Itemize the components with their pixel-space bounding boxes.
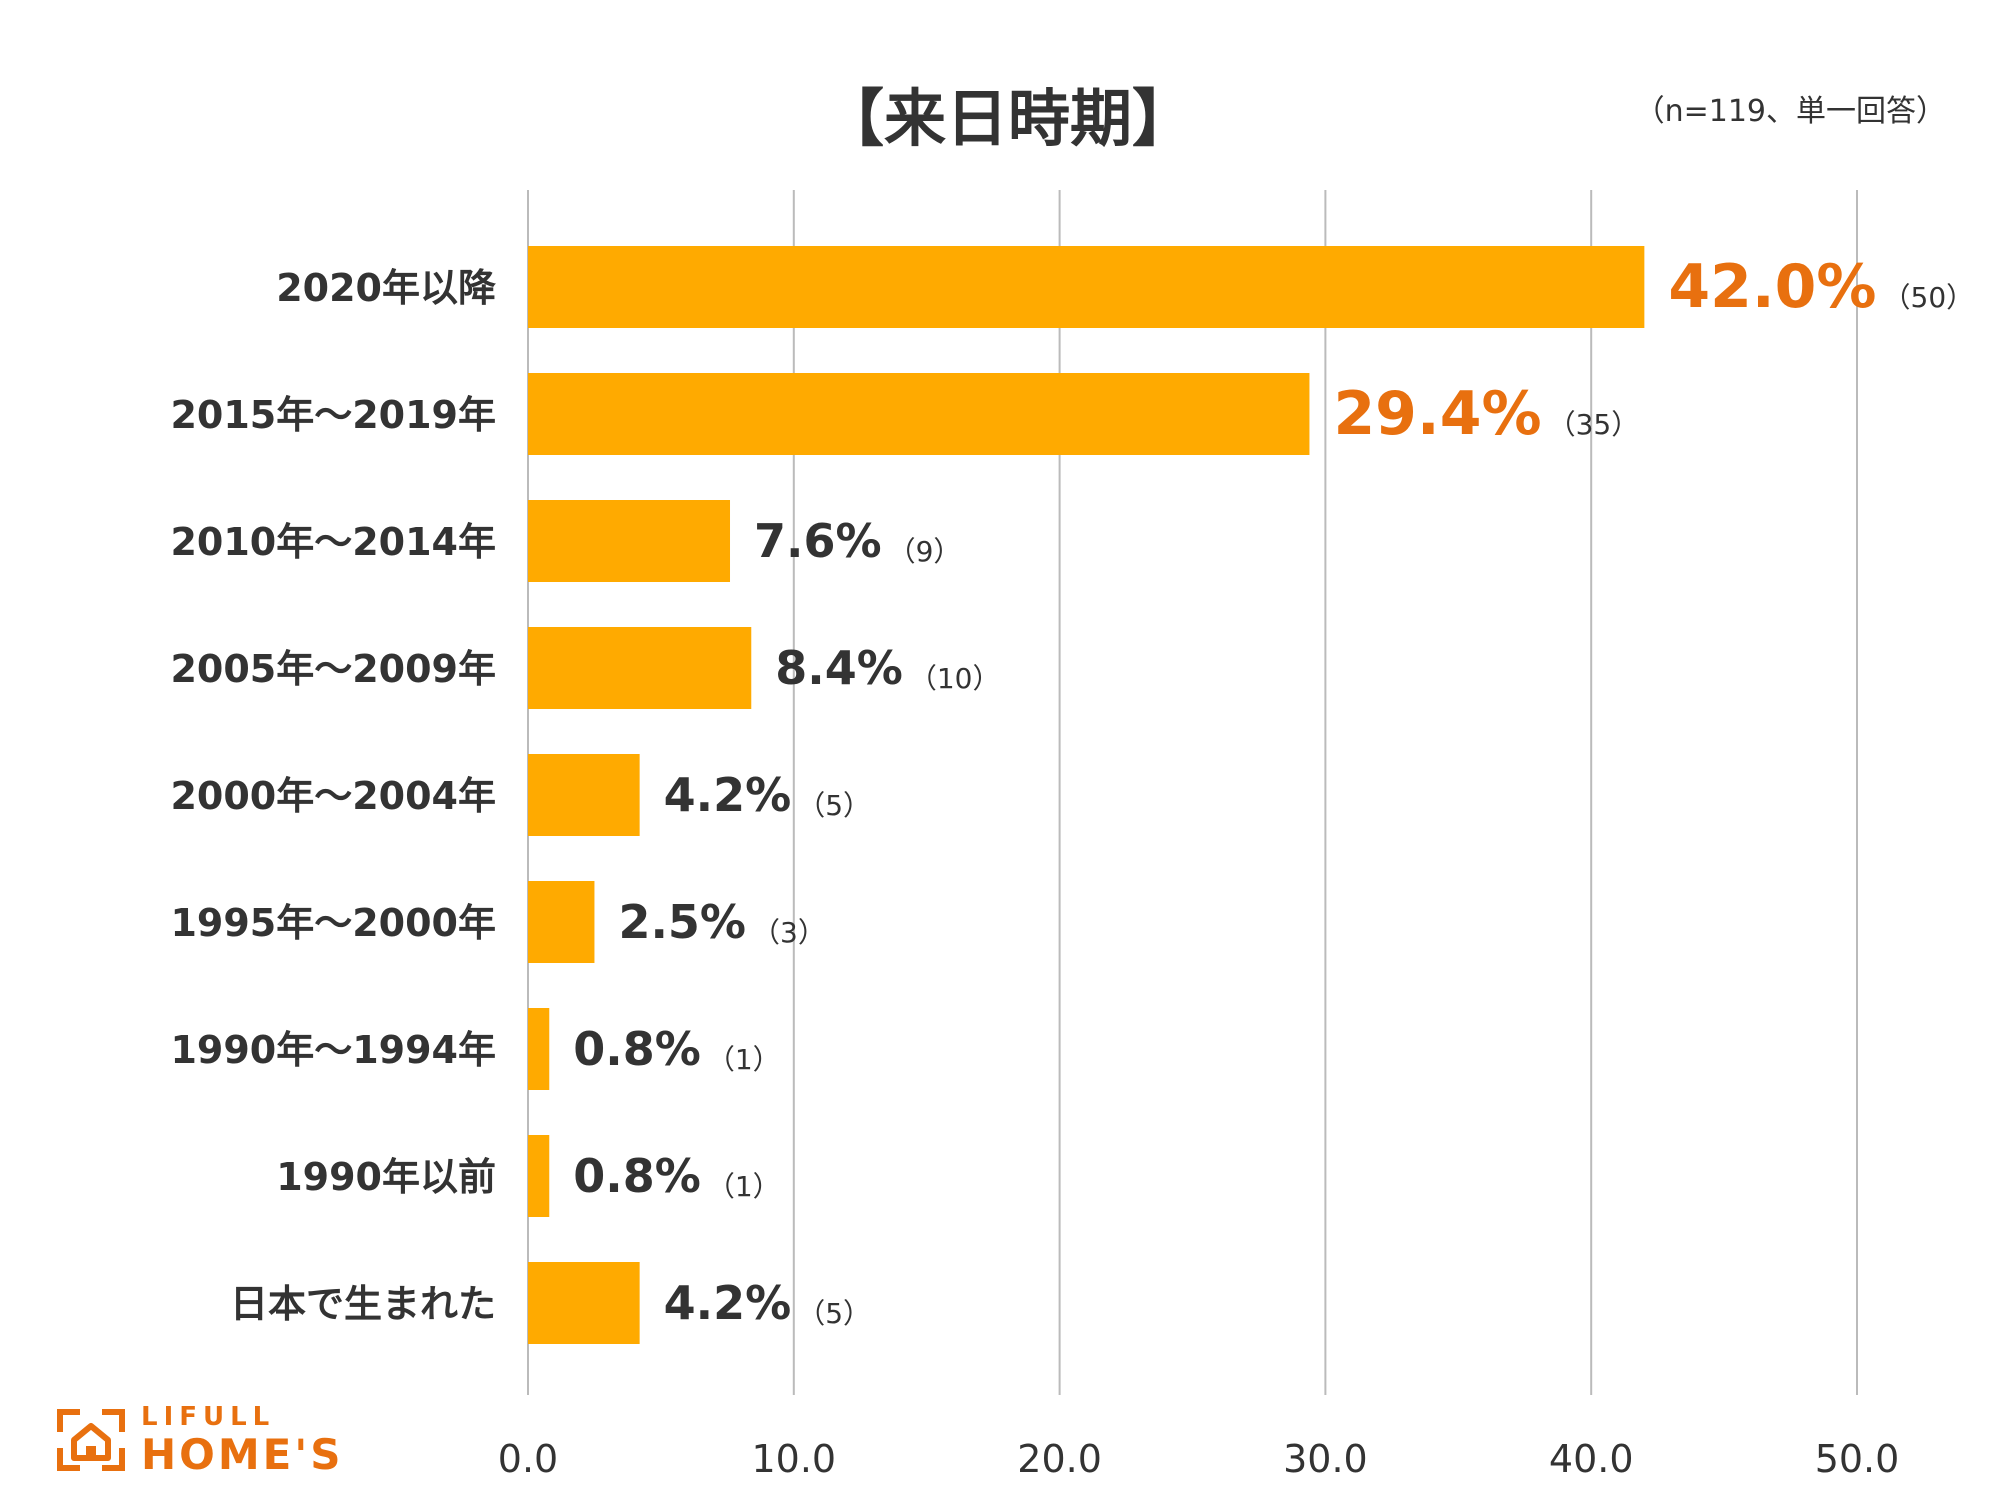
count-label: （3） <box>752 916 826 949</box>
bar <box>528 1135 550 1217</box>
x-tick-label: 40.0 <box>1549 1437 1634 1481</box>
count-label: （50） <box>1883 281 1975 314</box>
category-label: 2015年～2019年 <box>170 393 496 437</box>
x-tick-label: 20.0 <box>1017 1437 1102 1481</box>
value-label: 4.2% <box>664 768 792 822</box>
category-label: 日本で生まれた <box>230 1282 496 1326</box>
category-label: 2020年以降 <box>276 266 496 310</box>
bar <box>528 627 752 709</box>
x-tick-label: 30.0 <box>1283 1437 1368 1481</box>
value-label: 8.4% <box>775 641 903 695</box>
count-label: （5） <box>797 1297 871 1330</box>
category-label: 2000年～2004年 <box>170 774 496 818</box>
value-label: 0.8% <box>573 1022 701 1076</box>
category-label: 1995年～2000年 <box>170 901 496 945</box>
value-label: 7.6% <box>754 514 882 568</box>
value-label: 4.2% <box>664 1276 792 1330</box>
bar <box>528 754 640 836</box>
house-icon <box>57 1409 125 1471</box>
bar <box>528 1008 550 1090</box>
sample-note: （n=119、単一回答） <box>1634 94 1946 129</box>
count-label: （1） <box>707 1170 781 1203</box>
x-tick-label: 50.0 <box>1815 1437 1900 1481</box>
count-label: （1） <box>707 1043 781 1076</box>
logo-text-bottom: HOME'S <box>141 1430 344 1479</box>
category-label: 1990年以前 <box>276 1155 496 1199</box>
value-label: 29.4% <box>1333 379 1541 449</box>
x-tick-label: 10.0 <box>751 1437 836 1481</box>
logo-text-top: LIFULL <box>141 1402 276 1432</box>
bar <box>528 500 731 582</box>
category-label: 1990年～1994年 <box>170 1028 496 1072</box>
category-label: 2005年～2009年 <box>170 647 496 691</box>
bar <box>528 373 1310 455</box>
value-label: 42.0% <box>1668 252 1876 322</box>
x-tick-label: 0.0 <box>498 1437 558 1481</box>
value-label: 0.8% <box>573 1149 701 1203</box>
count-label: （9） <box>888 535 962 568</box>
category-label: 2010年～2014年 <box>170 520 496 564</box>
bar <box>528 1262 640 1344</box>
count-label: （35） <box>1548 408 1640 441</box>
count-label: （5） <box>797 789 871 822</box>
bar <box>528 246 1645 328</box>
count-label: （10） <box>909 662 1001 695</box>
bar <box>528 881 595 963</box>
lifull-homes-logo: LIFULL HOME'S <box>56 1402 356 1482</box>
value-label: 2.5% <box>618 895 746 949</box>
chart-title: 【来日時期】 <box>821 82 1194 155</box>
